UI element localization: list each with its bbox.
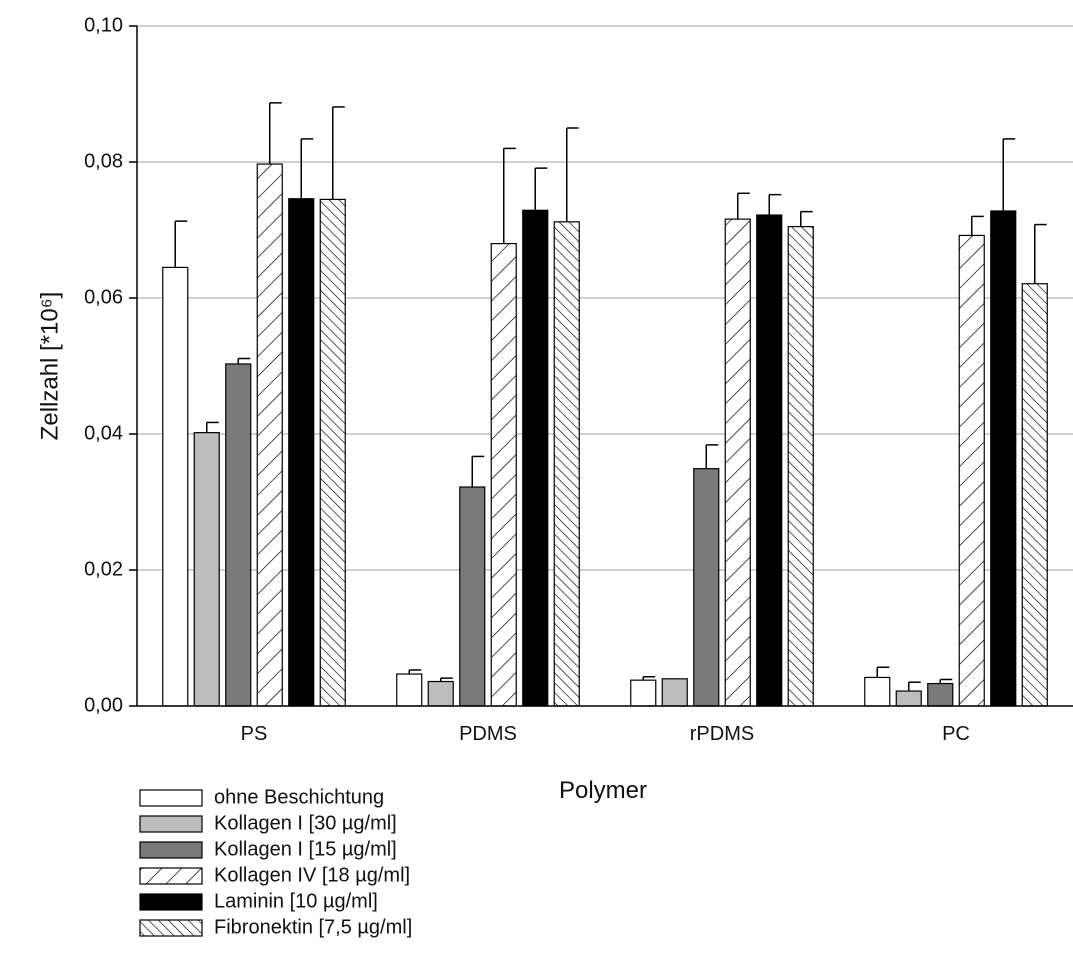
bar: [694, 469, 719, 706]
bar: [320, 199, 345, 706]
bar: [226, 364, 251, 706]
legend-label: Laminin [10 µg/ml]: [214, 890, 378, 912]
y-axis-title: Zellzahl [*10⁶]: [36, 292, 63, 441]
legend-label: ohne Beschichtung: [214, 786, 384, 808]
bar: [959, 235, 984, 706]
y-tick-label: 0,00: [84, 694, 123, 716]
legend-swatch: [140, 920, 202, 936]
legend-label: Fibronektin [7,5 µg/ml]: [214, 916, 412, 938]
bar: [460, 487, 485, 706]
bar: [662, 679, 687, 706]
legend-swatch: [140, 790, 202, 806]
x-tick-label: PC: [942, 723, 970, 745]
bar: [491, 244, 516, 706]
y-tick-labels: 0,00 0,02 0,04 0,06 0,08 0,10: [84, 14, 137, 716]
y-tick-label: 0,10: [84, 14, 123, 36]
bar: [757, 215, 782, 706]
x-axis-title: Polymer: [559, 777, 647, 804]
legend-label: Kollagen I [30 µg/ml]: [214, 812, 397, 834]
bar: [896, 691, 921, 706]
bars: [163, 103, 1048, 706]
bar: [397, 674, 422, 706]
legend-swatch: [140, 816, 202, 832]
bar: [1022, 284, 1047, 706]
bar: [865, 677, 890, 706]
bar: [554, 222, 579, 706]
y-tick-label: 0,02: [84, 558, 123, 580]
x-tick-labels: PS PDMS rPDMS PC: [241, 723, 970, 745]
bar: [788, 227, 813, 706]
legend-swatch: [140, 842, 202, 858]
legend: ohne Beschichtung Kollagen I [30 µg/ml] Ko…: [140, 786, 412, 938]
legend-label: Kollagen IV [18 µg/ml]: [214, 864, 410, 886]
y-tick-label: 0,04: [84, 422, 123, 444]
bar: [725, 219, 750, 706]
bar: [257, 164, 282, 706]
bar: [289, 199, 314, 706]
x-tick-label: PDMS: [459, 723, 517, 745]
legend-label: Kollagen I [15 µg/ml]: [214, 838, 397, 860]
y-tick-label: 0,08: [84, 150, 123, 172]
legend-swatch: [140, 868, 202, 884]
bar: [523, 210, 548, 706]
bar: [163, 267, 188, 706]
bar: [194, 433, 219, 706]
x-tick-label: rPDMS: [690, 723, 754, 745]
bar: [428, 682, 453, 706]
bar: [928, 684, 953, 706]
y-tick-label: 0,06: [84, 286, 123, 308]
bar: [991, 211, 1016, 706]
x-tick-label: PS: [241, 723, 268, 745]
legend-swatch: [140, 894, 202, 910]
bar: [631, 680, 656, 706]
